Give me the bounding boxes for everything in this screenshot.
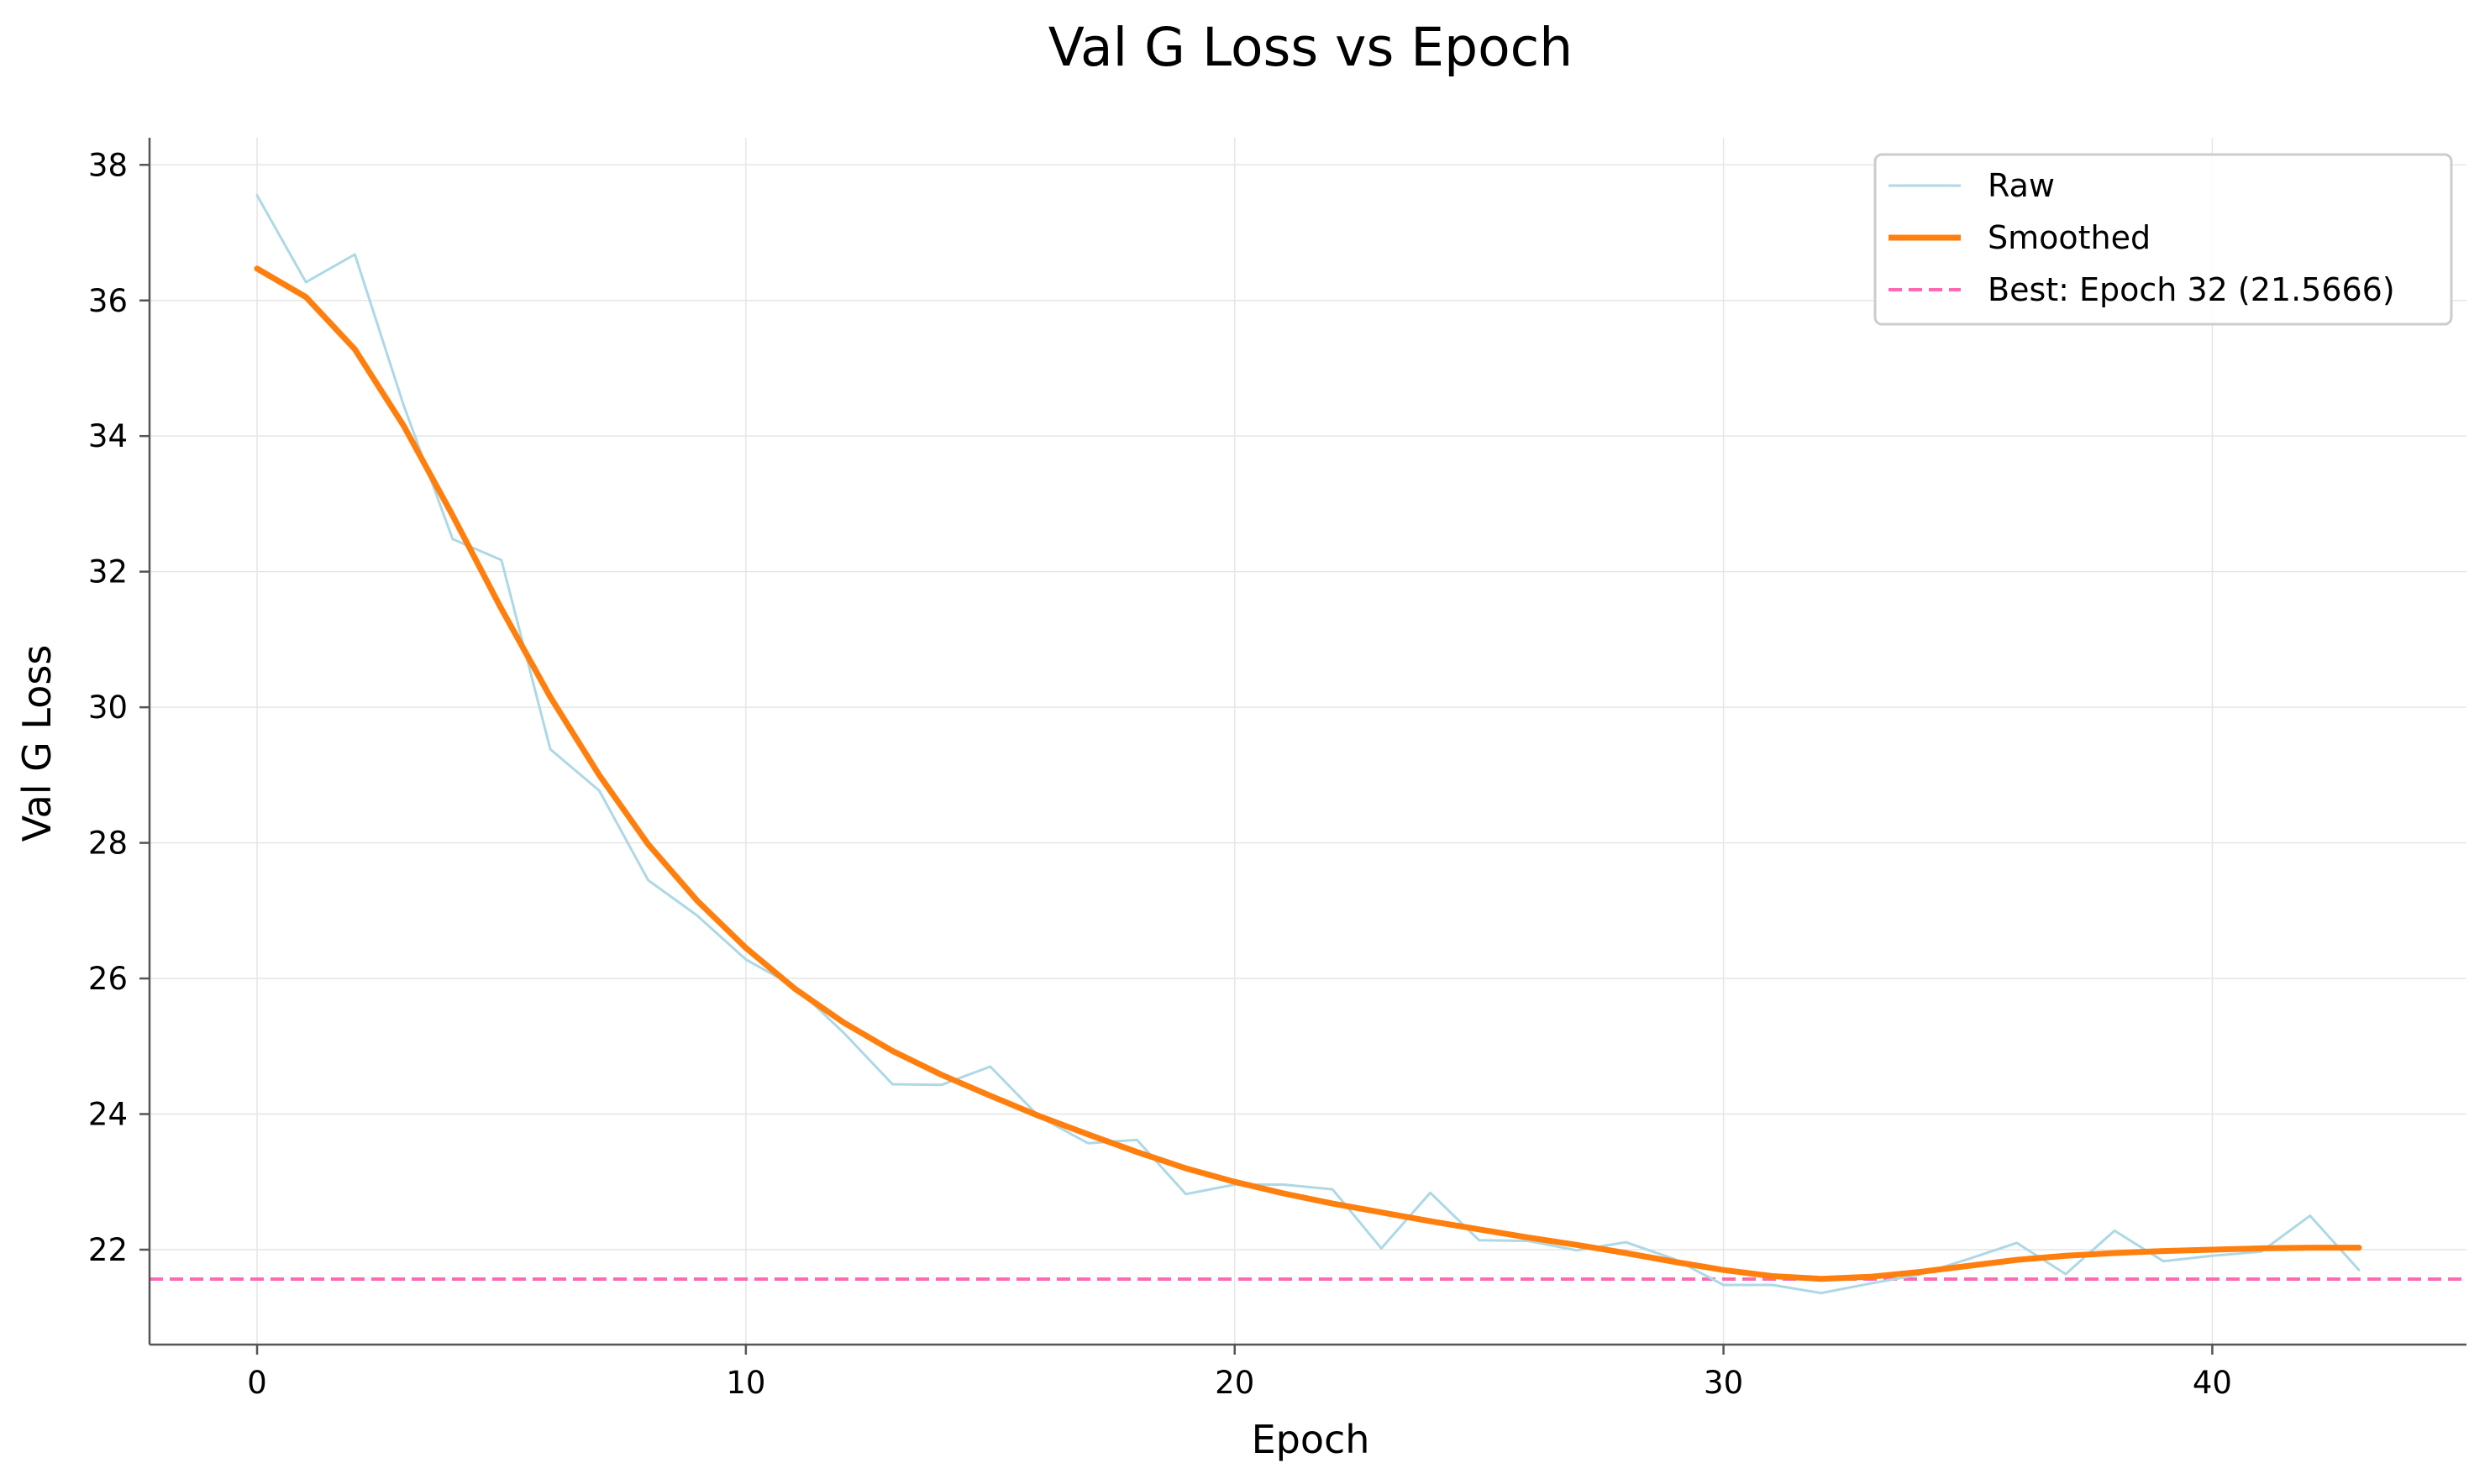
x-tick-label: 20 <box>1215 1365 1254 1401</box>
y-tick-label: 24 <box>88 1097 128 1133</box>
tick-labels: 0 10 20 30 40 22 24 26 28 30 32 34 36 38 <box>88 147 2232 1401</box>
x-tick-label: 0 <box>247 1365 267 1401</box>
y-tick-label: 22 <box>88 1232 128 1268</box>
legend-box <box>1873 153 2453 326</box>
x-tick-label: 30 <box>1704 1365 1743 1401</box>
x-tick-label: 10 <box>726 1365 765 1401</box>
y-tick-label: 34 <box>88 418 128 454</box>
y-tick-label: 36 <box>88 283 128 319</box>
legend-raw-label: Raw <box>1988 167 2055 204</box>
y-tick-label: 30 <box>88 690 128 726</box>
series-lines <box>150 194 2466 1295</box>
y-tick-label: 38 <box>88 147 128 183</box>
chart-title: Val G Loss vs Epoch <box>1048 17 1573 78</box>
x-axis-label: Epoch <box>1252 1417 1370 1462</box>
y-tick-label: 32 <box>88 554 128 590</box>
legend-best-label: Best: Epoch 32 (21.5666) <box>1988 271 2395 308</box>
legend: Raw Smoothed Best: Epoch 32 (21.5666) <box>1873 153 2453 326</box>
y-tick-label: 28 <box>88 826 128 862</box>
axes <box>139 138 2466 1355</box>
y-axis-label: Val G Loss <box>14 645 60 842</box>
y-tick-label: 26 <box>88 961 128 997</box>
smoothed-series-line <box>254 265 2362 1282</box>
raw-series-line <box>255 194 2361 1295</box>
legend-smoothed-label: Smoothed <box>1988 219 2151 256</box>
x-tick-label: 40 <box>2193 1365 2232 1401</box>
